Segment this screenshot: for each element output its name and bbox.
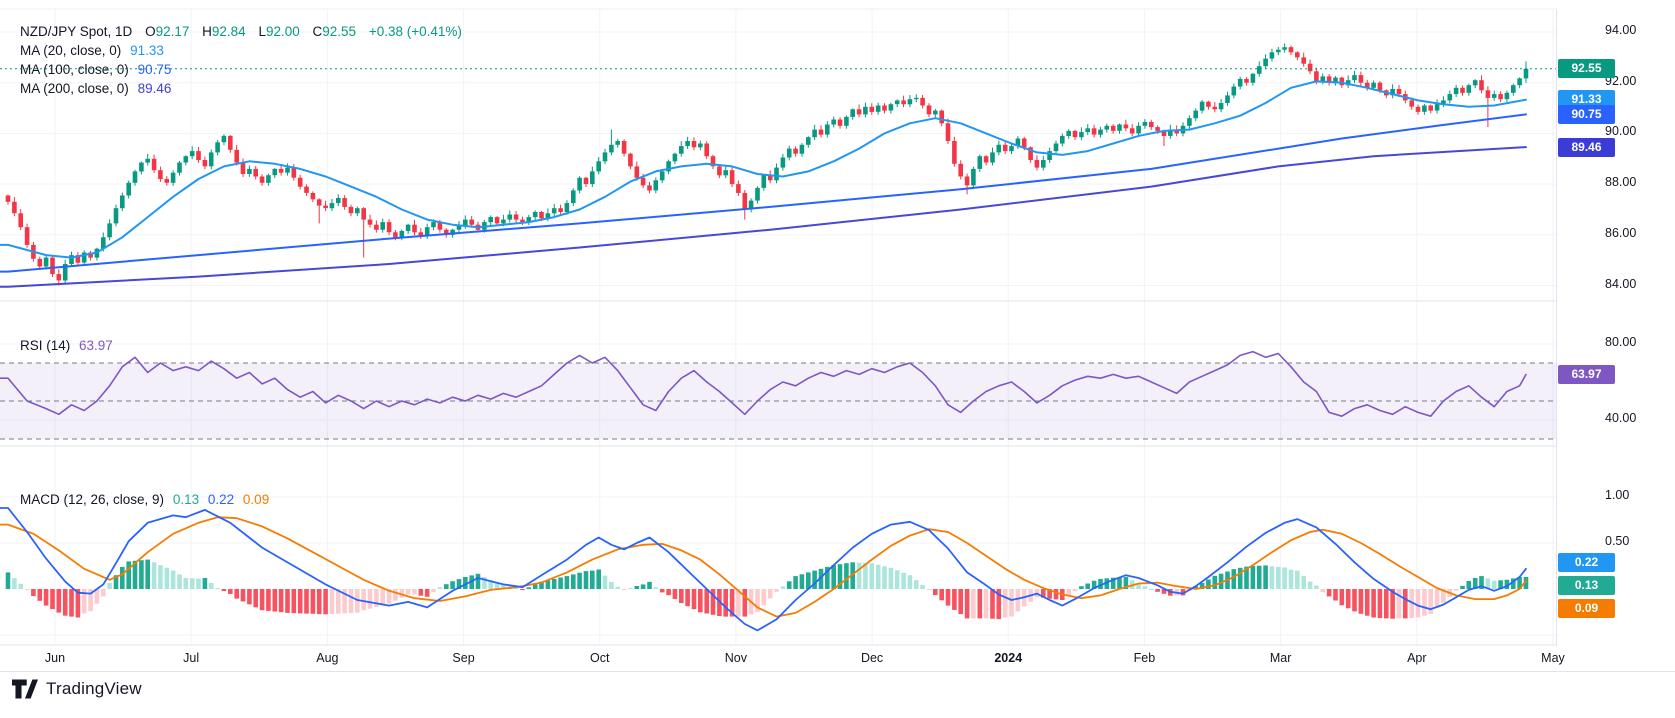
time-axis-label: May <box>1541 651 1565 665</box>
time-axis-label: Jun <box>44 651 66 665</box>
rsi-legend-label: RSI (14) <box>20 338 71 353</box>
price-tick-label: 90.00 <box>1605 124 1637 139</box>
macd-histogram <box>5 559 1529 620</box>
macd-tick-label: 0.50 <box>1605 534 1630 548</box>
price-tick-label: 88.00 <box>1605 175 1637 190</box>
ma100-legend[interactable]: MA (100, close, 0) 90.75 <box>20 62 171 77</box>
grid-layer <box>0 8 1556 645</box>
macd-badge: 0.09 <box>1558 598 1615 618</box>
tradingview-glyph-icon <box>12 679 38 699</box>
macd-badge: 0.13 <box>1558 575 1615 595</box>
rsi-band <box>0 362 1556 440</box>
time-axis[interactable]: Jun Jul Aug Sep Oct Nov Dec 2024 Feb Mar Apr May <box>0 646 1675 672</box>
rsi-tick-label: 80.00 <box>1605 335 1637 349</box>
price-badge: 89.46 <box>1558 137 1615 157</box>
ma200-legend-label: MA (200, close, 0) <box>20 81 129 96</box>
ohlc-high: H92.84 <box>202 24 246 39</box>
time-axis-label: Mar <box>1269 651 1292 665</box>
price-tick-label: 86.00 <box>1605 225 1637 240</box>
rsi-line <box>0 350 1527 417</box>
price-tick-label: 84.00 <box>1605 276 1637 291</box>
symbol-title: NZD/JPY Spot, 1D <box>20 24 133 39</box>
time-axis-label: 2024 <box>994 651 1023 665</box>
ohlc-open: O92.17 <box>145 24 190 39</box>
rsi-legend[interactable]: RSI (14) 63.97 <box>20 338 113 353</box>
candles-layer <box>5 43 1529 286</box>
macd-badge: 0.22 <box>1558 552 1615 572</box>
ma100-legend-value: 90.75 <box>137 62 172 77</box>
ohlc-close: C92.55 <box>312 24 357 39</box>
macd-legend[interactable]: MACD (12, 26, close, 9) 0.13 0.22 0.09 <box>20 492 269 507</box>
macd-tick-label: 1.00 <box>1605 488 1630 502</box>
tradingview-logo[interactable]: TradingView <box>12 679 142 699</box>
price-tick-label: 94.00 <box>1605 23 1637 37</box>
price-badge: 92.55 <box>1558 59 1615 79</box>
symbol-legend[interactable]: NZD/JPY Spot, 1D O92.17 H92.84 L92.00 C9… <box>20 24 462 39</box>
macd-line-value: 0.22 <box>207 492 235 507</box>
time-axis-label: Sep <box>452 651 475 665</box>
macd-signal-value: 0.09 <box>242 492 270 507</box>
macd-hist-value: 0.13 <box>172 492 200 507</box>
ma100-legend-label: MA (100, close, 0) <box>20 62 129 77</box>
price-badge: 90.75 <box>1558 104 1615 124</box>
time-axis-label: Aug <box>316 651 339 665</box>
rsi-badge: 63.97 <box>1558 364 1615 384</box>
ohlc-low: L92.00 <box>258 24 300 39</box>
time-axis-label: Dec <box>860 651 884 665</box>
time-axis-label: Apr <box>1407 651 1427 665</box>
ma20-legend-value: 91.33 <box>130 43 164 58</box>
price-axis[interactable]: 94.00 92.00 90.00 88.00 86.00 84.00 80.00 40.00… <box>1556 9 1675 671</box>
macd-lines <box>0 507 1527 632</box>
time-axis-label: Nov <box>724 651 747 665</box>
ma20-legend-label: MA (20, close, 0) <box>20 43 122 58</box>
change-value: +0.38 (+0.41%) <box>368 24 462 39</box>
ma200-legend-value: 89.46 <box>137 81 172 96</box>
time-axis-label: Oct <box>589 651 610 665</box>
moving-averages <box>0 80 1527 288</box>
ma200-legend[interactable]: MA (200, close, 0) 89.46 <box>20 81 171 96</box>
price-badge: 91.33 <box>1558 90 1615 110</box>
pane-separators <box>0 300 1556 646</box>
ma20-legend[interactable]: MA (20, close, 0) 91.33 <box>20 43 164 58</box>
rsi-legend-value: 63.97 <box>79 338 113 353</box>
tradingview-brand-text: TradingView <box>46 679 142 698</box>
time-axis-label: Feb <box>1133 651 1156 665</box>
rsi-tick-label: 40.00 <box>1605 411 1637 425</box>
chart-canvas[interactable] <box>0 0 1556 672</box>
macd-legend-label: MACD (12, 26, close, 9) <box>20 492 165 507</box>
time-axis-label: Jul <box>183 651 200 665</box>
